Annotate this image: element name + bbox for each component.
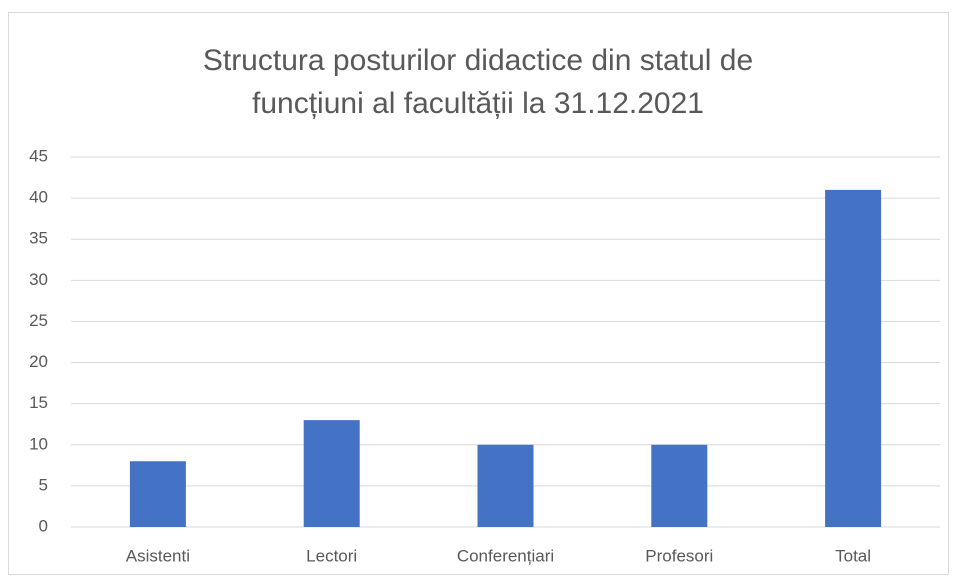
y-tick-label: 35 <box>29 229 48 248</box>
y-tick-label: 30 <box>29 270 48 289</box>
bar <box>303 420 360 527</box>
y-tick-label: 15 <box>29 393 48 412</box>
y-tick-label: 25 <box>29 311 48 330</box>
chart-title: Structura posturilor didactice din statu… <box>203 44 753 77</box>
x-tick-label: Asistenti <box>126 546 190 565</box>
chart-title: funcțiuni al facultății la 31.12.2021 <box>252 87 704 120</box>
bar <box>477 444 534 527</box>
y-tick-label: 10 <box>29 434 48 453</box>
x-tick-label: Lectori <box>306 546 357 565</box>
bar <box>129 461 186 527</box>
x-tick-label: Conferențiari <box>457 546 554 565</box>
x-tick-label: Profesori <box>645 546 713 565</box>
bar <box>825 189 882 527</box>
y-tick-label: 40 <box>29 188 48 207</box>
y-tick-label: 0 <box>39 516 48 535</box>
y-tick-label: 45 <box>29 146 48 165</box>
y-tick-label: 20 <box>29 352 48 371</box>
bar <box>651 444 708 527</box>
y-tick-label: 5 <box>39 475 48 494</box>
x-tick-label: Total <box>835 546 871 565</box>
